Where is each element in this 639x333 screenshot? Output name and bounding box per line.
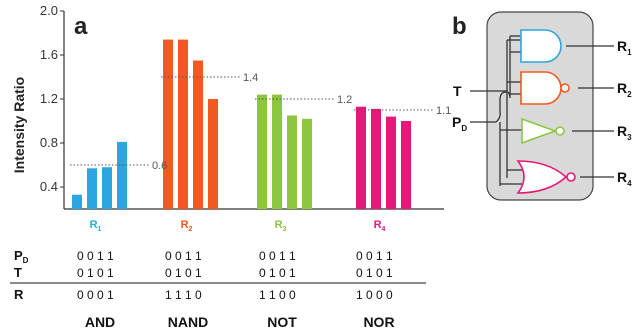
truth-pd-values: 0 0 1 1 [77, 249, 114, 263]
nand-bubble-icon [560, 83, 570, 93]
truth-r-values: 1 1 0 0 [259, 288, 296, 302]
y-axis-label: Intensity Ratio [11, 77, 27, 173]
bar [178, 39, 188, 209]
group-label: R1 [90, 219, 102, 233]
circuit-wires [470, 35, 614, 186]
bar [272, 94, 282, 209]
truth-row-label-t: T [14, 265, 22, 280]
threshold-label: 1.1 [436, 105, 451, 117]
bar [72, 194, 82, 209]
output-r3-label: R3 [617, 123, 632, 142]
bar [87, 168, 97, 209]
bar [102, 167, 112, 209]
y-tick-label: 0.8 [40, 135, 58, 150]
gate-name-label: NAND [168, 314, 208, 330]
bar [193, 60, 203, 209]
not-gate-icon [521, 117, 558, 145]
group-label: R4 [374, 219, 386, 233]
bar [257, 94, 267, 209]
nor-bubble-icon [566, 172, 576, 182]
not-bubble-icon [555, 126, 565, 136]
bar [287, 115, 297, 209]
y-tick-label: 2.0 [40, 3, 58, 18]
panel-b-diagram: b [452, 11, 632, 201]
truth-table-columns: 0 0 1 1 0 1 0 1 0 0 0 1 AND 0 0 1 1 0 1 0 1 1 … [77, 249, 395, 330]
threshold-lines: 0.6 1.4 1.2 1.1 [70, 72, 451, 172]
truth-t-values: 0 1 0 1 [165, 266, 202, 280]
bar [386, 116, 396, 209]
group-label: R2 [181, 219, 193, 233]
nor-gate-icon [516, 160, 568, 194]
input-t-label: T [453, 83, 462, 99]
output-r1-label: R1 [617, 38, 632, 57]
bar-marks [72, 39, 411, 209]
input-pd-label: PD [452, 114, 467, 133]
nand-gate-icon [520, 71, 562, 105]
truth-r-values: 1 0 0 0 [356, 288, 393, 302]
gate-name-label: AND [85, 314, 115, 330]
bar [302, 118, 312, 209]
truth-t-values: 0 1 0 1 [77, 266, 114, 280]
y-tick-label: 1.2 [40, 91, 58, 106]
truth-pd-values: 0 0 1 1 [165, 249, 202, 263]
bar [401, 121, 411, 209]
bar [163, 39, 173, 209]
truth-row-label-r: R [14, 287, 24, 302]
threshold-label: 0.6 [152, 160, 167, 172]
group-label: R3 [275, 219, 287, 233]
output-r4-label: R4 [617, 169, 632, 188]
truth-t-values: 0 1 0 1 [259, 266, 296, 280]
threshold-label: 1.4 [243, 72, 258, 84]
panel-a-letter: a [74, 13, 88, 40]
bar [117, 141, 127, 209]
bar [371, 108, 381, 209]
panel-b-letter: b [452, 13, 467, 40]
truth-t-values: 0 1 0 1 [356, 266, 393, 280]
truth-row-label-pd: PD [14, 248, 29, 265]
panel-a-chart: a Intensity Ratio 0.4 0.8 1.2 1.6 2.0 0.6 1.4… [11, 3, 451, 233]
threshold-label: 1.2 [337, 94, 352, 106]
truth-r-values: 0 0 0 1 [77, 288, 114, 302]
bar [208, 99, 218, 209]
group-labels: R1 R2 R3 R4 [90, 219, 386, 233]
truth-pd-values: 0 0 1 1 [356, 249, 393, 263]
y-tick-label: 0.4 [40, 179, 58, 194]
truth-r-values: 1 1 1 0 [165, 288, 202, 302]
y-tick-label: 1.6 [40, 47, 58, 62]
circuit-box [486, 11, 594, 201]
y-ticks: 0.4 0.8 1.2 1.6 2.0 [40, 3, 64, 194]
bar [356, 106, 366, 209]
truth-pd-values: 0 0 1 1 [259, 249, 296, 263]
output-r2-label: R2 [617, 80, 632, 99]
gate-name-label: NOR [363, 314, 394, 330]
and-gate-icon [520, 29, 562, 63]
gate-name-label: NOT [267, 314, 297, 330]
